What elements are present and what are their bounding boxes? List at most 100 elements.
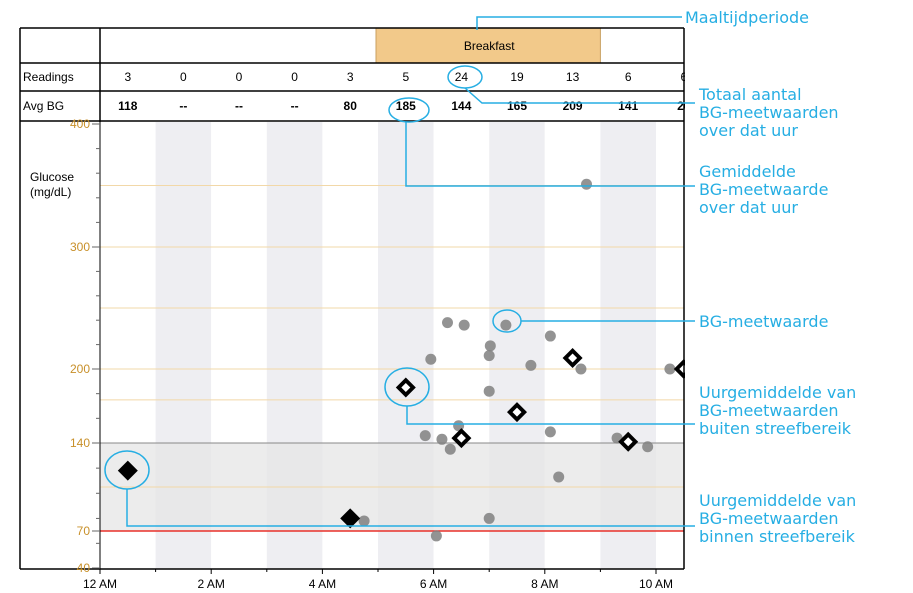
hourly-avg-out-of-range-center [401, 383, 411, 392]
hourly-avg-out-of-range-center [512, 407, 522, 417]
hourly-avg-in-range [117, 460, 138, 481]
callout-total-line [464, 87, 695, 104]
readings-row-label: Readings [23, 70, 74, 84]
bg-reading-point [525, 359, 537, 371]
bg-reading-point [483, 385, 495, 397]
bg-reading-point [553, 471, 565, 483]
avg-bg-cell: 185 [396, 99, 416, 113]
readings-cell: 3 [347, 70, 354, 84]
callout-meal-period: Maaltijdperiode [685, 8, 809, 27]
x-tick-label: 12 AM [83, 577, 117, 591]
callout-bg-reading-line: BG-meetwaarde [699, 312, 828, 331]
callout-meal-period-line: Maaltijdperiode [685, 8, 809, 27]
x-tick-label: 2 AM [198, 577, 225, 591]
bg-reading-point [436, 433, 448, 445]
bg-reading-point [483, 350, 495, 362]
bg-reading-point [419, 430, 431, 442]
x-tick-label: 6 AM [420, 577, 447, 591]
data-marks [117, 0, 913, 593]
readings-cell: 13 [566, 70, 580, 84]
avg-bg-cell: 141 [618, 99, 638, 113]
callout-avg-in-range-line: Uurgemiddelde van [699, 491, 856, 510]
callout-avg-in-range-line: binnen streefbereik [699, 527, 856, 546]
y-tick-label: 400 [70, 117, 90, 131]
bg-reading-point [358, 515, 370, 527]
callout-out-line [406, 406, 695, 425]
hourly-avg-out-of-range-center [568, 353, 578, 363]
avg-bg-cell: -- [235, 99, 243, 113]
callout-avg-in-range: Uurgemiddelde van BG-meetwaarden binnen st… [699, 491, 856, 546]
callout-meal-period-line [476, 16, 682, 30]
callout-bg-reading: BG-meetwaarde [699, 312, 828, 331]
bg-reading-point [484, 340, 496, 352]
meal-period-label: Breakfast [464, 39, 515, 53]
callout-avg-out-of-range-line: BG-meetwaarden [699, 401, 839, 420]
y-tick-label: 200 [70, 362, 90, 376]
bg-reading-point [444, 443, 456, 455]
bg-reading-point [500, 319, 512, 331]
bg-reading-point [581, 178, 592, 190]
callout-avg-in-range-line: BG-meetwaarden [699, 509, 839, 528]
readings-cell: 0 [236, 70, 243, 84]
callout-avg-reading-line: over dat uur [699, 198, 798, 217]
callout-avg-out-of-range: Uurgemiddelde van BG-meetwaarden buiten st… [699, 383, 856, 438]
readings-cell: 19 [510, 70, 524, 84]
meal-period-band [375, 27, 601, 64]
avg-bg-cell: 165 [507, 99, 527, 113]
plot-background [100, 122, 684, 569]
hourly-avg-out-of-range-center [623, 437, 633, 447]
readings-cell: 5 [402, 70, 409, 84]
hourly-avg-in-range [340, 508, 361, 529]
avg-bg-row-label: Avg BG [23, 99, 64, 113]
avg-bg-cell: 209 [563, 99, 583, 113]
y-axis-label-line1: Glucose [30, 170, 74, 184]
callout-total-readings-line: Totaal aantal [698, 85, 802, 104]
callout-total-readings-line: BG-meetwaarden [699, 103, 839, 122]
callout-avg-reading: Gemiddelde BG-meetwaarde over dat uur [699, 162, 828, 217]
y-tick-label: 300 [70, 240, 90, 254]
y-tick-label: 40 [77, 561, 91, 575]
callout-avg-reading-line: BG-meetwaarde [699, 180, 828, 199]
readings-cell: 3 [124, 70, 131, 84]
avg-bg-cell: 118 [118, 99, 138, 113]
bg-reading-point [544, 330, 556, 342]
callout-avg-reading-line: Gemiddelde [699, 162, 796, 181]
y-axis-label-line2: (mg/dL) [30, 185, 71, 199]
gridlines [100, 185, 684, 532]
readings-cell: 0 [291, 70, 298, 84]
bg-reading-point [575, 363, 587, 375]
bg-reading-point [483, 512, 495, 524]
readings-cell: 24 [455, 70, 469, 84]
bg-reading-point [642, 441, 654, 453]
y-tick-label: 140 [70, 436, 90, 450]
avg-bg-cell: -- [291, 99, 299, 113]
bg-reading-point [442, 317, 453, 329]
right-margin-mask [685, 0, 913, 593]
readings-cell: 6 [625, 70, 632, 84]
callout-avg-line [405, 122, 695, 187]
x-tick-label: 8 AM [531, 577, 558, 591]
avg-bg-cell: 80 [344, 99, 358, 113]
axes: 40 70 140 200 300 400 12 AM 2 AM 4 AM 6 AM 8 AM 10 … [70, 117, 673, 591]
callout-avg-out-of-range-line: buiten streefbereik [699, 419, 852, 438]
callout-total-readings: Totaal aantal BG-meetwaarden over dat uur [698, 85, 839, 140]
x-tick-label: 4 AM [309, 577, 336, 591]
avg-bg-cell: -- [179, 99, 187, 113]
bg-reading-point [664, 363, 676, 375]
avg-bg-cell: 144 [451, 99, 471, 113]
callout-in-line [126, 489, 695, 527]
callout-avg-ring [388, 97, 430, 123]
bg-reading-point [544, 426, 556, 438]
y-tick-label: 70 [77, 524, 91, 538]
hourly-avg-out-of-range-center [456, 433, 466, 443]
readings-cell: 0 [180, 70, 187, 84]
callout-avg-out-of-range-line: Uurgemiddelde van [699, 383, 856, 402]
callout-total-readings-line: over dat uur [699, 121, 798, 140]
bg-reading-point [425, 353, 437, 365]
x-tick-label: 10 AM [639, 577, 673, 591]
bg-reading-point [430, 530, 442, 542]
bg-reading-point [458, 319, 470, 331]
